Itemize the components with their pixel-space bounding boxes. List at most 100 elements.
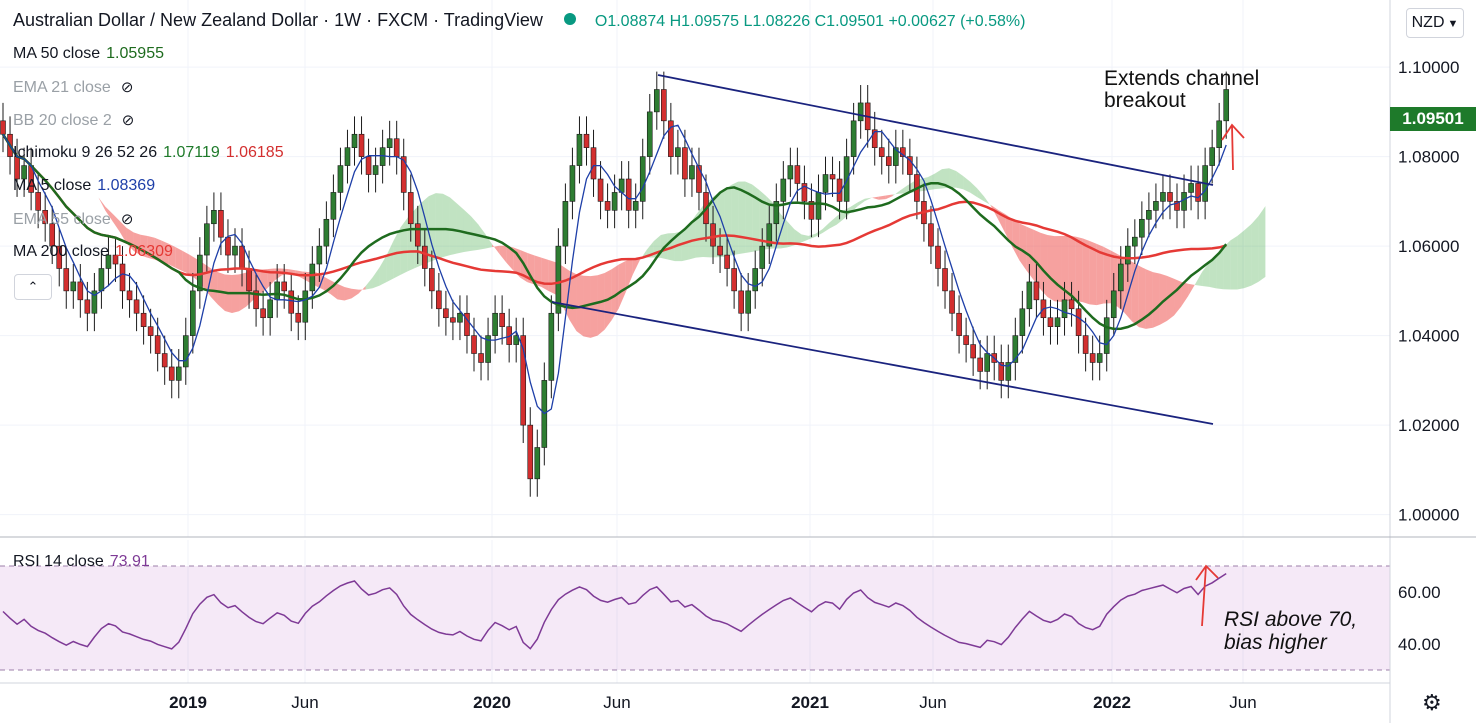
indicator-value: 1.06309: [115, 243, 173, 260]
candle-body: [928, 223, 934, 247]
rsi-tick-label: 60.00: [1398, 583, 1441, 602]
candle-body: [829, 174, 836, 180]
ma50-line: [1, 133, 1228, 331]
cloud-segment: [435, 193, 443, 260]
cloud-segment: [625, 258, 633, 293]
gear-icon[interactable]: ⚙: [1422, 690, 1442, 715]
indicator-row[interactable]: MA 200 close 1.06309: [13, 243, 173, 261]
cloud-segment: [407, 209, 415, 272]
indicator-row[interactable]: EMA 21 close ⊘: [13, 78, 133, 97]
candle-body: [1223, 89, 1230, 122]
candle-body: [801, 183, 808, 202]
candle-body: [126, 290, 133, 301]
candle-body: [738, 290, 744, 314]
indicator-value: 1.05955: [106, 45, 164, 62]
candle-body: [850, 120, 857, 157]
cloud-segment: [1251, 216, 1259, 286]
cloud-segment: [1026, 226, 1034, 280]
collapse-legend-button[interactable]: ⌃: [14, 274, 52, 300]
candle-body: [323, 218, 330, 247]
candle-body: [611, 192, 618, 211]
candle-body: [35, 192, 41, 211]
candle-body: [492, 312, 498, 336]
candle-body: [1103, 317, 1110, 354]
candle-body: [147, 326, 154, 336]
candle-body: [421, 245, 428, 269]
market-status-dot: [563, 13, 576, 25]
candle-body: [295, 312, 302, 323]
candle-body: [752, 268, 759, 292]
symbol-title: Australian Dollar / New Zealand Dollar ·…: [13, 10, 543, 30]
indicator-label: MA 200 close: [13, 243, 110, 260]
indicator-row[interactable]: BB 20 close 2 ⊘: [13, 111, 134, 130]
indicator-row[interactable]: Ichimoku 9 26 52 26 1.07119 1.06185: [13, 144, 284, 162]
candle-body: [604, 201, 611, 211]
candle-body: [822, 174, 829, 193]
indicator-row[interactable]: MA 5 close 1.08369: [13, 177, 155, 195]
cloud-segment: [463, 209, 472, 253]
candle-body: [506, 326, 512, 345]
candle-body: [843, 156, 850, 202]
candle-body: [759, 245, 766, 269]
cloud-segment: [70, 165, 78, 174]
candle-body: [84, 299, 91, 314]
cloud-segment: [1152, 272, 1160, 328]
cloud-segment: [316, 272, 324, 290]
candle-body: [232, 245, 238, 256]
eye-off-icon[interactable]: ⊘: [120, 79, 134, 96]
candle-body: [1188, 183, 1194, 193]
indicator-label: Ichimoku 9 26 52 26: [13, 144, 158, 161]
up-arrow: [1221, 123, 1245, 171]
ma5-line: [2, 124, 1227, 415]
cloud-segment: [344, 286, 352, 301]
cloud-segment: [1166, 275, 1175, 321]
x-tick-label: 2019: [169, 693, 207, 712]
indicator-row[interactable]: EMA 55 close ⊘: [13, 210, 133, 229]
candle-body: [499, 312, 505, 327]
candle-body: [668, 120, 674, 157]
cloud-segment: [302, 271, 310, 283]
candle-body: [1146, 210, 1152, 220]
candle-body: [710, 223, 716, 247]
candle-body: [386, 138, 393, 148]
indicator-value-2: 1.06185: [225, 144, 284, 161]
candle-body: [393, 138, 400, 157]
cloud-segment: [1019, 223, 1027, 271]
indicator-label: EMA 21 close: [13, 79, 111, 96]
candle-body: [984, 353, 991, 372]
candle-body: [1061, 299, 1068, 319]
cloud-segment: [1145, 269, 1153, 329]
cloud-segment: [808, 233, 816, 240]
candle-body: [337, 165, 344, 193]
candle-body: [288, 290, 295, 314]
candle-body: [1174, 201, 1180, 211]
candle-body: [225, 236, 231, 256]
candle-body: [56, 245, 63, 269]
candle-body: [1216, 120, 1222, 148]
candle-body: [190, 290, 196, 336]
currency-button[interactable]: NZD ▼: [1406, 8, 1464, 38]
cloud-segment: [815, 229, 823, 237]
cloud-segment: [1047, 235, 1055, 302]
candle-body: [885, 156, 892, 166]
candle-body: [379, 147, 386, 166]
candle-body: [576, 133, 583, 166]
y-tick-label: 1.06000: [1398, 237, 1459, 256]
cloud-segment: [1040, 232, 1048, 297]
x-tick-label: Jun: [603, 693, 630, 712]
eye-off-icon[interactable]: ⊘: [120, 211, 134, 228]
indicator-row[interactable]: MA 50 close 1.05955: [13, 45, 164, 63]
candle-body: [1047, 317, 1054, 327]
cloud-segment: [119, 220, 127, 244]
candle-body: [1125, 245, 1131, 265]
cloud-segment: [372, 267, 380, 289]
cloud-segment: [618, 261, 626, 309]
cloud-segment: [105, 206, 113, 222]
candle-body: [963, 335, 969, 345]
candle-body: [105, 254, 112, 269]
indicator-value: 1.07119: [163, 144, 220, 161]
cloud-segment: [112, 213, 120, 232]
eye-off-icon[interactable]: ⊘: [121, 112, 135, 129]
candle-body: [471, 335, 477, 354]
